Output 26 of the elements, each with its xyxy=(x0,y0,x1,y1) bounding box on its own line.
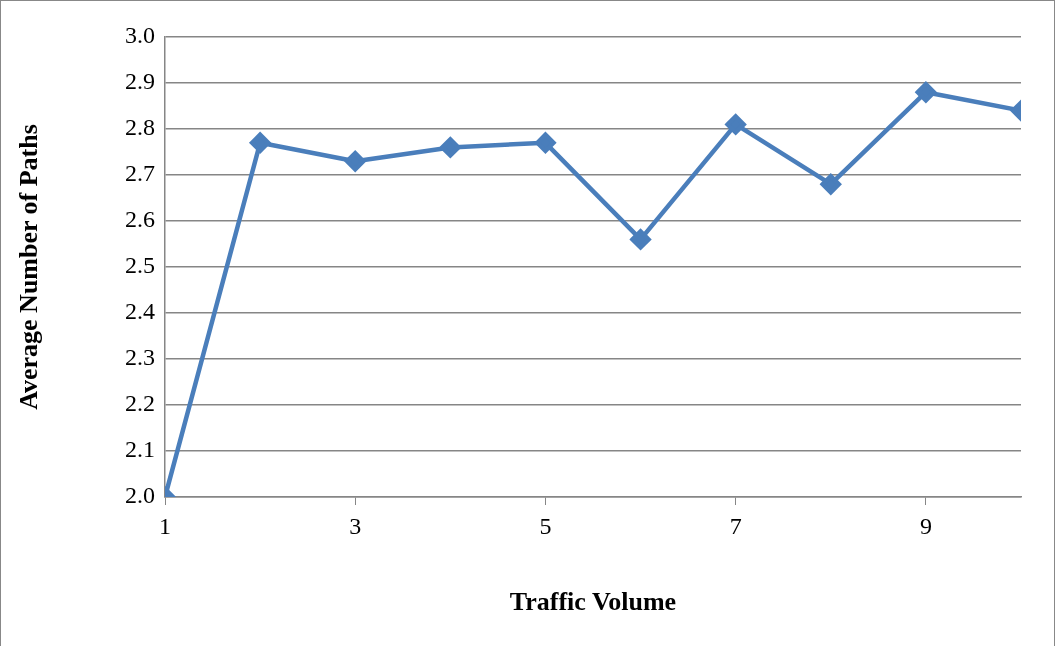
x-axis-title: Traffic Volume xyxy=(509,587,677,617)
y-tick-label: 2.1 xyxy=(125,436,155,463)
point xyxy=(820,173,842,195)
x-tick-label: 7 xyxy=(729,512,742,539)
y-tick-label: 2.3 xyxy=(125,344,155,371)
point xyxy=(535,132,556,154)
point xyxy=(440,137,461,158)
y-tick-label: 2.6 xyxy=(125,206,155,233)
x-tick-label: 1 xyxy=(159,512,171,539)
y-tick-label: 2.5 xyxy=(125,252,155,279)
y-tick-label: 2.9 xyxy=(125,68,155,95)
y-tick-label: 2.0 xyxy=(125,482,155,509)
y-tick-label: 2.2 xyxy=(125,390,155,417)
x-tick-label: 3 xyxy=(349,512,362,539)
point xyxy=(915,81,937,103)
y-tick-label: 2.4 xyxy=(125,298,155,325)
point xyxy=(344,150,366,172)
y-tick-label: 2.7 xyxy=(125,160,155,187)
point xyxy=(725,114,746,135)
x-tick-label: 5 xyxy=(539,512,552,539)
y-tick-label: 2.8 xyxy=(125,114,155,141)
point xyxy=(630,229,651,250)
x-tick-label: 9 xyxy=(919,512,932,539)
y-axis-title: Average Number of Paths xyxy=(14,124,44,410)
point xyxy=(249,132,271,154)
y-tick-label: 3.0 xyxy=(125,22,155,49)
